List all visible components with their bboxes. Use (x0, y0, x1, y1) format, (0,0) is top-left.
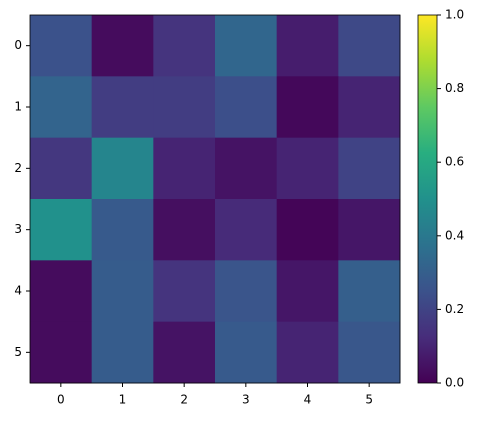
cell (153, 15, 216, 77)
cell (338, 76, 401, 139)
colorbar-tick-label: 0.6 (445, 155, 464, 169)
cell (153, 321, 216, 384)
cell (276, 199, 339, 261)
cell (338, 137, 401, 200)
y-tick-label: 4 (14, 284, 22, 298)
colorbar-tick-label: 0.0 (445, 376, 464, 390)
colorbar-tick-label: 1.0 (445, 8, 464, 22)
cell (91, 137, 154, 200)
cell (215, 76, 278, 139)
cell (276, 260, 339, 323)
cell (91, 260, 154, 323)
cell (30, 260, 93, 323)
cell (30, 199, 93, 261)
cell (276, 15, 339, 77)
colorbar-tick-label: 0.2 (445, 302, 464, 316)
cell (91, 76, 154, 139)
x-tick-label: 0 (57, 393, 65, 407)
cell (215, 15, 278, 77)
x-tick-label: 1 (119, 393, 127, 407)
plot-frame (29, 14, 401, 384)
cell (153, 76, 216, 139)
cell (30, 76, 93, 139)
cell (153, 260, 216, 323)
colorbar (417, 14, 438, 384)
cell (215, 199, 278, 261)
colorbar-tick-label: 0.4 (445, 228, 464, 242)
cell (153, 137, 216, 200)
cell (153, 199, 216, 261)
cell (30, 137, 93, 200)
colorbar-tick-label: 0.8 (445, 81, 464, 95)
cell (91, 199, 154, 261)
cell (30, 321, 93, 384)
cell (338, 260, 401, 323)
x-tick-label: 2 (180, 393, 188, 407)
y-tick-label: 1 (14, 100, 22, 114)
cell (215, 260, 278, 323)
y-tick-label: 3 (14, 222, 22, 236)
cell (276, 76, 339, 139)
cell (338, 321, 401, 384)
cell (215, 137, 278, 200)
cell (338, 199, 401, 261)
y-tick-label: 0 (14, 38, 22, 52)
cell (30, 15, 93, 77)
x-tick-label: 3 (242, 393, 250, 407)
x-tick-label: 5 (365, 393, 373, 407)
cell (91, 321, 154, 384)
x-tick-label: 4 (304, 393, 312, 407)
cell (91, 15, 154, 77)
cell (338, 15, 401, 77)
y-tick-label: 5 (14, 345, 22, 359)
y-tick-label: 2 (14, 161, 22, 175)
cell (276, 321, 339, 384)
cell (215, 321, 278, 384)
cell (276, 137, 339, 200)
